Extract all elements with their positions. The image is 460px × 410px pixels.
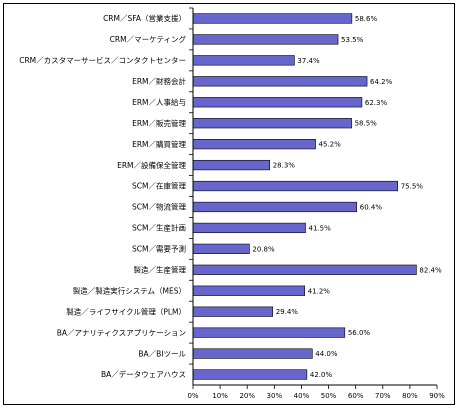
bar-6 — [192, 139, 316, 150]
value-label: 37.4% — [297, 57, 320, 65]
bars-group — [192, 13, 417, 380]
bar-16 — [192, 348, 313, 359]
category-label: ERM／人事給与 — [132, 97, 186, 107]
bar-2 — [192, 55, 295, 66]
category-label: CRM／カスタマーサービス／コンタクトセンター — [19, 56, 186, 65]
value-label: 58.5% — [355, 120, 378, 128]
value-label: 64.2% — [370, 78, 393, 86]
category-label: 製造／生産管理 — [134, 265, 187, 275]
value-label: 75.5% — [401, 183, 424, 191]
bar-7 — [192, 159, 271, 171]
category-label: CRM／マーケティング — [110, 34, 187, 44]
category-label: 製造／製造実行システム（MES） — [73, 285, 186, 295]
value-label: 20.8% — [252, 245, 275, 253]
labels-group: CRM／SFA（営業支援） 58.6% CRM／マーケティング 53.5% CRM／カス… — [19, 13, 442, 379]
x-tick-label: 70% — [375, 392, 391, 400]
category-label: SCM／需要予測 — [132, 244, 186, 254]
category-label: ERM／販売管理 — [132, 118, 186, 128]
x-tick-label: 60% — [348, 392, 364, 400]
x-tick-label: 40% — [294, 392, 310, 400]
value-label: 41.5% — [309, 224, 332, 232]
x-tick-label: 50% — [321, 392, 337, 400]
x-tick-label: 10% — [212, 392, 228, 400]
bar-10 — [192, 222, 306, 234]
x-tick-label: 80% — [402, 392, 418, 400]
category-label: SCM／物流管理 — [132, 202, 186, 212]
category-label: 製造／ライフサイクル管理（PLM） — [66, 306, 186, 316]
value-label: 56.0% — [348, 329, 371, 337]
bar-11 — [192, 243, 250, 254]
bar-17 — [192, 369, 308, 380]
bar-4 — [192, 97, 363, 108]
bar-5 — [192, 118, 352, 129]
value-label: 45.2% — [319, 141, 342, 149]
bar-13 — [192, 285, 305, 296]
category-label: BA／BIツール — [138, 349, 186, 358]
x-tick-label: 30% — [267, 392, 283, 400]
value-label: 60.4% — [360, 203, 383, 211]
category-label: SCM／生産計画 — [132, 223, 186, 233]
value-label: 82.4% — [419, 266, 442, 274]
bar-1 — [192, 34, 339, 45]
category-label: CRM／SFA（営業支援） — [103, 13, 186, 23]
value-label: 42.0% — [310, 371, 333, 379]
category-label: ERM／財務会計 — [132, 76, 186, 86]
bar-12 — [192, 264, 417, 275]
category-label: ERM／購買管理 — [132, 139, 186, 149]
bar-8 — [192, 180, 398, 192]
category-label: SCM／在庫管理 — [132, 181, 186, 191]
bar-14 — [192, 306, 274, 317]
bar-9 — [192, 201, 358, 213]
value-label: 44.0% — [315, 350, 338, 358]
bar-15 — [192, 327, 346, 338]
axis-group: 0% 10% 20% 30% 40% 50% 60% 70% 80% 90% — [187, 7, 445, 400]
x-tick-label: 0% — [187, 392, 198, 400]
category-label: BA／データウェアハウス — [101, 369, 186, 379]
value-label: 53.5% — [341, 36, 364, 44]
bar-3 — [192, 76, 368, 87]
value-label: 58.6% — [355, 15, 378, 23]
category-label: ERM／設備保全管理 — [117, 160, 186, 170]
value-label: 62.3% — [365, 99, 388, 107]
x-tick-label: 20% — [239, 392, 255, 400]
category-label: BA／アナリティクスアプリケーション — [57, 328, 186, 337]
value-label: 29.4% — [276, 308, 299, 316]
value-label: 41.2% — [308, 287, 331, 295]
x-tick-label: 90% — [429, 392, 445, 400]
bar-0 — [192, 13, 353, 24]
value-label: 28.3% — [273, 162, 296, 170]
